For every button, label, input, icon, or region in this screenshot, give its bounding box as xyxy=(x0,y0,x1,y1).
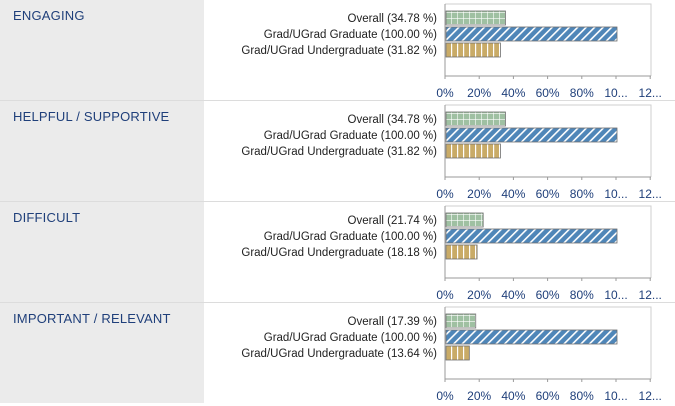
category-label: Overall (34.78 %) xyxy=(348,114,438,126)
panel-difficult: DIFFICULT Overall (21.74 %) Grad/UGrad Gr… xyxy=(0,202,675,303)
graduate-bar xyxy=(445,26,618,42)
x-tick-label: 12... xyxy=(639,187,662,201)
panel-chart-cell: Overall (34.78 %) Grad/UGrad Graduate (10… xyxy=(205,101,675,201)
category-label: Overall (17.39 %) xyxy=(348,316,438,328)
category-label: Grad/UGrad Graduate (100.00 %) xyxy=(264,231,437,243)
x-tick-label: 0% xyxy=(436,389,454,403)
category-label: Overall (34.78 %) xyxy=(348,13,438,25)
x-tick-label: 20% xyxy=(467,187,491,201)
x-tick-label: 60% xyxy=(536,187,560,201)
x-tick-label: 60% xyxy=(536,389,560,403)
x-tick-label: 12... xyxy=(639,288,662,302)
category-label: Grad/UGrad Undergraduate (13.64 %) xyxy=(241,348,437,360)
panel-title: DIFFICULT xyxy=(13,210,81,225)
panel-important-relevant: IMPORTANT / RELEVANT Overall (17.39 %) Gr… xyxy=(0,303,675,404)
plot-frame xyxy=(445,3,652,76)
bar-chart: Overall (34.78 %) Grad/UGrad Graduate (10… xyxy=(241,3,662,100)
panel-label-cell: HELPFUL / SUPPORTIVE xyxy=(0,101,204,201)
x-tick-label: 80% xyxy=(570,86,594,100)
category-label: Grad/UGrad Graduate (100.00 %) xyxy=(264,130,437,142)
undergraduate-bar xyxy=(445,345,470,361)
x-tick-label: 20% xyxy=(467,86,491,100)
x-tick-label: 0% xyxy=(436,86,454,100)
x-tick-label: 10... xyxy=(604,187,627,201)
x-tick-label: 60% xyxy=(536,288,560,302)
overall-bar xyxy=(445,212,484,228)
undergraduate-bar xyxy=(445,244,478,260)
x-tick-label: 10... xyxy=(604,86,627,100)
overall-bar xyxy=(445,313,477,329)
x-tick-label: 20% xyxy=(467,389,491,403)
bar-chart: Overall (21.74 %) Grad/UGrad Graduate (10… xyxy=(241,205,662,302)
category-label: Grad/UGrad Graduate (100.00 %) xyxy=(264,332,437,344)
panel-chart-cell: Overall (17.39 %) Grad/UGrad Graduate (10… xyxy=(205,303,675,403)
panel-helpful-supportive: HELPFUL / SUPPORTIVE Overall (34.78 %) Gr… xyxy=(0,101,675,202)
graduate-bar xyxy=(445,127,618,143)
overall-bar xyxy=(445,111,506,127)
panel-label-cell: ENGAGING xyxy=(0,0,204,100)
panel-title: IMPORTANT / RELEVANT xyxy=(13,311,171,326)
bar-chart: Overall (34.78 %) Grad/UGrad Graduate (10… xyxy=(241,104,662,201)
x-tick-label: 40% xyxy=(501,86,525,100)
category-label: Grad/UGrad Undergraduate (31.82 %) xyxy=(241,45,437,57)
x-tick-label: 40% xyxy=(501,187,525,201)
x-tick-label: 12... xyxy=(639,86,662,100)
x-tick-label: 10... xyxy=(604,288,627,302)
x-tick-label: 40% xyxy=(501,389,525,403)
panel-label-cell: IMPORTANT / RELEVANT xyxy=(0,303,204,403)
x-tick-label: 40% xyxy=(501,288,525,302)
x-tick-label: 60% xyxy=(536,86,560,100)
category-label: Grad/UGrad Graduate (100.00 %) xyxy=(264,29,437,41)
plot-frame xyxy=(445,306,652,379)
category-label: Grad/UGrad Undergraduate (31.82 %) xyxy=(241,146,437,158)
x-tick-label: 10... xyxy=(604,389,627,403)
graduate-bar xyxy=(445,228,618,244)
x-tick-label: 80% xyxy=(570,187,594,201)
bar-chart: Overall (17.39 %) Grad/UGrad Graduate (10… xyxy=(241,306,662,403)
panel-chart-cell: Overall (21.74 %) Grad/UGrad Graduate (10… xyxy=(205,202,675,302)
panel-engaging: ENGAGING Overall (34.78 %) Grad/UGrad Gra… xyxy=(0,0,675,101)
undergraduate-bar xyxy=(445,42,501,58)
overall-bar xyxy=(445,10,506,26)
panel-title: ENGAGING xyxy=(13,8,85,23)
undergraduate-bar xyxy=(445,143,501,159)
x-tick-label: 20% xyxy=(467,288,491,302)
panel-label-cell: DIFFICULT xyxy=(0,202,204,302)
plot-frame xyxy=(445,104,652,177)
x-tick-label: 0% xyxy=(436,187,454,201)
plot-frame xyxy=(445,205,652,278)
x-tick-label: 12... xyxy=(639,389,662,403)
x-tick-label: 80% xyxy=(570,389,594,403)
x-tick-label: 0% xyxy=(436,288,454,302)
panel-chart-cell: Overall (34.78 %) Grad/UGrad Graduate (10… xyxy=(205,0,675,100)
category-label: Overall (21.74 %) xyxy=(348,215,438,227)
panel-title: HELPFUL / SUPPORTIVE xyxy=(13,109,170,124)
graduate-bar xyxy=(445,329,618,345)
category-label: Grad/UGrad Undergraduate (18.18 %) xyxy=(241,247,437,259)
x-tick-label: 80% xyxy=(570,288,594,302)
